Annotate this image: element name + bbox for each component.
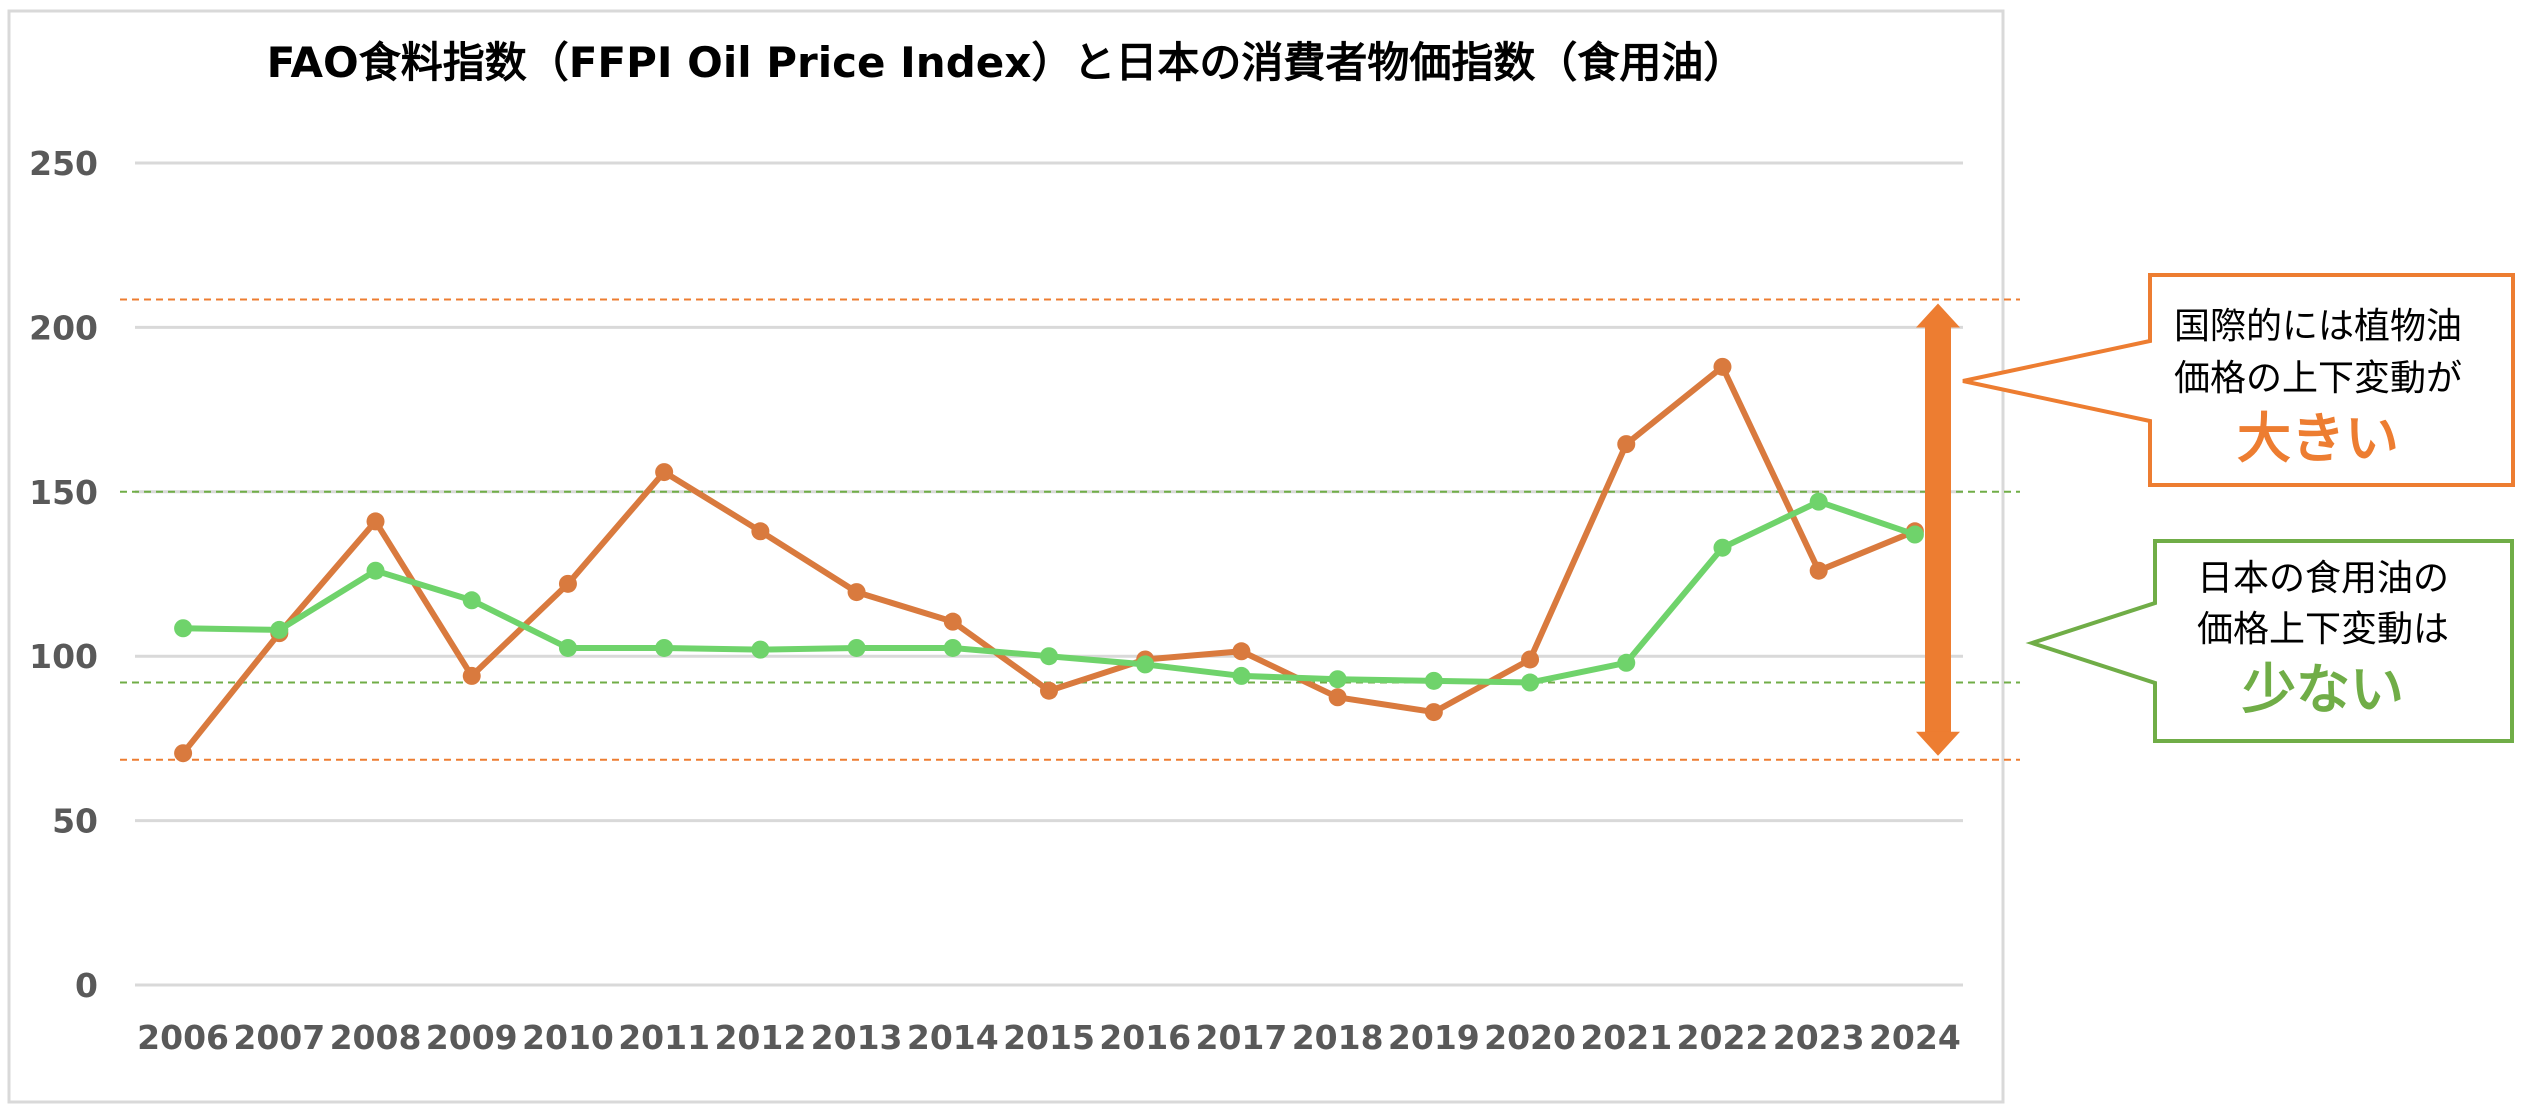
x-tick-label: 2015: [1003, 1018, 1095, 1057]
series-point-0: [751, 522, 770, 541]
series-point-1: [1713, 538, 1732, 557]
x-tick-label: 2024: [1869, 1018, 1961, 1057]
series-point-1: [1232, 666, 1251, 685]
x-tick-label: 2007: [233, 1018, 325, 1057]
series-point-0: [174, 744, 193, 763]
series-point-0: [847, 583, 866, 602]
y-tick-label: 50: [52, 802, 98, 841]
series-point-1: [1136, 655, 1155, 674]
series-layer: [174, 357, 1924, 763]
x-tick-label: 2023: [1773, 1018, 1865, 1057]
x-tick-label: 2016: [1099, 1018, 1191, 1057]
series-point-0: [1809, 561, 1828, 580]
x-tick-label: 2021: [1580, 1018, 1672, 1057]
series-point-0: [655, 463, 674, 482]
series-point-0: [1424, 703, 1443, 722]
y-tick-label: 200: [29, 308, 98, 347]
callout-japan-line1: 日本の食用油の: [2197, 558, 2449, 599]
series-point-0: [1040, 681, 1058, 700]
y-tick-label: 150: [29, 473, 98, 512]
y-tick-label: 0: [75, 966, 98, 1005]
callout-intl-line1: 国際的には植物油: [2174, 306, 2462, 347]
series-point-1: [943, 638, 962, 657]
series-point-0: [1713, 357, 1732, 376]
series-point-1: [847, 638, 866, 657]
series-point-1: [366, 561, 385, 580]
series-point-1: [270, 620, 289, 639]
series-point-1: [1905, 525, 1924, 544]
x-tick-label: 2008: [330, 1018, 422, 1057]
x-tick-label: 2020: [1484, 1018, 1576, 1057]
x-tick-label: 2019: [1388, 1018, 1480, 1057]
series-point-0: [558, 574, 577, 593]
callout-intl-emphasis: 大きい: [2237, 407, 2399, 470]
range-arrow-head-top: [1916, 303, 1960, 328]
series-point-0: [1521, 650, 1540, 669]
series-point-0: [1232, 642, 1251, 661]
y-tick-label: 250: [29, 144, 98, 183]
series-point-1: [1617, 653, 1636, 672]
callout-japan-line2: 価格上下変動は: [2197, 609, 2449, 650]
series-point-0: [1328, 688, 1347, 707]
y-axis-ticks: 0 50 100 150 200 250: [29, 144, 98, 1005]
x-tick-label: 2006: [137, 1018, 229, 1057]
range-arrow: [1916, 303, 1960, 756]
x-tick-label: 2012: [714, 1018, 806, 1057]
x-tick-label: 2009: [426, 1018, 518, 1057]
y-tick-label: 100: [29, 637, 98, 676]
x-tick-label: 2018: [1292, 1018, 1384, 1057]
x-tick-label: 2013: [811, 1018, 903, 1057]
callout-intl-line2: 価格の上下変動が: [2174, 358, 2462, 399]
chart-title: FAO食料指数（FFPI Oil Price Index）と日本の消費者物価指数…: [267, 38, 1746, 87]
callout-intl-box: [1962, 273, 2515, 487]
series-point-1: [1040, 647, 1058, 666]
x-tick-label: 2022: [1677, 1018, 1769, 1057]
series-point-0: [462, 666, 481, 685]
series-point-1: [1424, 671, 1443, 690]
series-point-1: [655, 638, 674, 657]
callout-japan: 日本の食用油の 価格上下変動は 少ない: [2025, 539, 2514, 743]
series-point-1: [558, 638, 577, 657]
series-point-1: [1328, 670, 1347, 689]
series-point-1: [1809, 492, 1828, 511]
series-point-1: [174, 619, 193, 638]
range-arrow-shaft: [1925, 325, 1951, 734]
x-tick-label: 2017: [1195, 1018, 1287, 1057]
callout-japan-box: [2025, 539, 2514, 743]
series-point-0: [366, 512, 385, 531]
x-tick-label: 2014: [907, 1018, 999, 1057]
callout-japan-emphasis: 少ない: [2242, 658, 2404, 721]
x-tick-label: 2011: [618, 1018, 710, 1057]
series-point-0: [1617, 435, 1636, 454]
range-arrow-head-bottom: [1916, 731, 1960, 756]
x-tick-label: 2010: [522, 1018, 614, 1057]
series-point-1: [1521, 673, 1540, 692]
callout-intl: 国際的には植物油 価格の上下変動が 大きい: [1962, 273, 2515, 487]
series-point-0: [943, 612, 962, 631]
x-axis-ticks: 2006 2007 2008 2009 2010 2011 2012 2013 2014 2015…: [137, 1018, 1961, 1057]
series-point-1: [751, 640, 770, 659]
series-point-1: [462, 591, 481, 610]
chart-frame: [7, 9, 2005, 1104]
